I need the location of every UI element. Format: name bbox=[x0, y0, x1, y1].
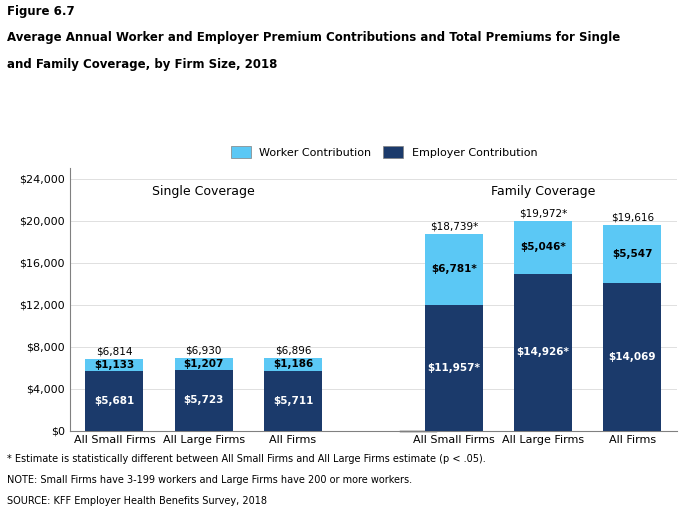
Text: $1,133: $1,133 bbox=[94, 360, 135, 370]
Text: $5,547: $5,547 bbox=[612, 249, 653, 259]
Text: Figure 6.7: Figure 6.7 bbox=[7, 5, 75, 18]
Text: $5,046*: $5,046* bbox=[520, 242, 566, 253]
Text: $5,723: $5,723 bbox=[184, 395, 224, 405]
Text: $18,739*: $18,739* bbox=[430, 222, 478, 232]
Bar bbox=[174, 358, 232, 371]
Text: Family Coverage: Family Coverage bbox=[491, 185, 595, 197]
Text: $19,972*: $19,972* bbox=[519, 209, 567, 219]
Legend: Worker Contribution, Employer Contribution: Worker Contribution, Employer Contributi… bbox=[226, 142, 542, 162]
Text: $5,711: $5,711 bbox=[273, 395, 313, 405]
Text: $6,781*: $6,781* bbox=[431, 265, 477, 275]
Text: $19,616: $19,616 bbox=[611, 213, 654, 223]
Text: $14,069: $14,069 bbox=[609, 352, 656, 362]
Bar bbox=[174, 371, 232, 430]
Bar bbox=[514, 274, 572, 430]
Text: * Estimate is statistically different between All Small Firms and All Large Firm: * Estimate is statistically different be… bbox=[7, 454, 486, 464]
Text: NOTE: Small Firms have 3-199 workers and Large Firms have 200 or more workers.: NOTE: Small Firms have 3-199 workers and… bbox=[7, 475, 412, 485]
Text: Single Coverage: Single Coverage bbox=[152, 185, 255, 197]
Bar bbox=[425, 305, 483, 430]
Text: $1,186: $1,186 bbox=[273, 359, 313, 369]
Text: $6,930: $6,930 bbox=[186, 345, 222, 355]
Bar bbox=[603, 283, 662, 430]
Text: $5,681: $5,681 bbox=[94, 396, 135, 406]
Bar bbox=[264, 358, 322, 371]
Text: Average Annual Worker and Employer Premium Contributions and Total Premiums for : Average Annual Worker and Employer Premi… bbox=[7, 32, 621, 45]
Text: $1,207: $1,207 bbox=[184, 359, 224, 369]
Bar bbox=[85, 371, 144, 430]
Bar bbox=[425, 234, 483, 305]
Text: $11,957*: $11,957* bbox=[427, 363, 480, 373]
Text: $6,814: $6,814 bbox=[96, 347, 133, 357]
Text: $14,926*: $14,926* bbox=[517, 347, 570, 357]
Bar bbox=[514, 221, 572, 274]
Bar bbox=[603, 225, 662, 283]
Bar bbox=[264, 371, 322, 430]
Text: SOURCE: KFF Employer Health Benefits Survey, 2018: SOURCE: KFF Employer Health Benefits Sur… bbox=[7, 496, 267, 506]
Text: $6,896: $6,896 bbox=[275, 346, 311, 356]
Bar bbox=[85, 359, 144, 371]
Text: and Family Coverage, by Firm Size, 2018: and Family Coverage, by Firm Size, 2018 bbox=[7, 58, 277, 71]
